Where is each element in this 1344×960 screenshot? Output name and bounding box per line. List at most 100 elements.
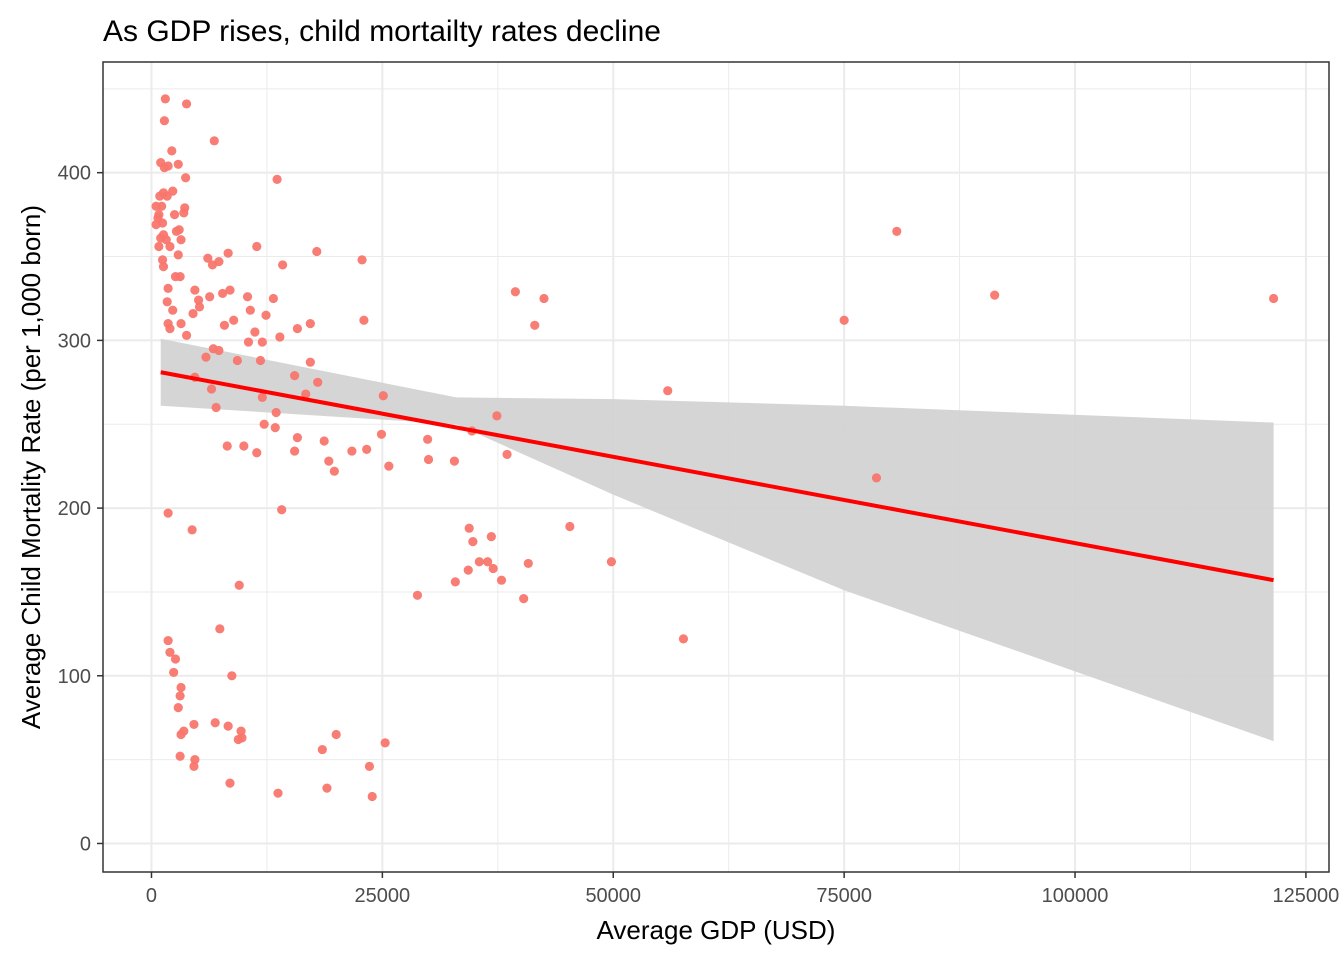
data-point bbox=[173, 250, 183, 260]
data-point bbox=[270, 422, 280, 433]
data-point bbox=[173, 703, 183, 713]
data-point bbox=[165, 324, 175, 334]
data-point bbox=[468, 537, 478, 547]
data-point bbox=[163, 508, 173, 518]
data-point bbox=[412, 590, 423, 600]
data-point bbox=[488, 563, 498, 574]
data-point bbox=[362, 444, 372, 454]
data-point bbox=[324, 456, 334, 466]
data-point bbox=[214, 345, 224, 356]
data-point bbox=[990, 290, 1000, 300]
data-point bbox=[225, 285, 235, 295]
data-point bbox=[322, 783, 332, 793]
y-tick-label: 0 bbox=[80, 833, 91, 855]
data-point bbox=[223, 721, 233, 731]
data-point bbox=[530, 320, 540, 330]
data-point bbox=[201, 352, 211, 362]
data-point bbox=[189, 719, 199, 730]
data-point bbox=[210, 718, 220, 728]
data-point bbox=[194, 302, 205, 312]
data-point bbox=[176, 682, 186, 693]
data-point bbox=[171, 226, 182, 236]
data-point bbox=[169, 210, 180, 220]
data-point bbox=[292, 433, 303, 443]
data-point bbox=[257, 337, 267, 347]
data-point bbox=[305, 357, 315, 367]
data-point bbox=[449, 456, 460, 466]
data-point bbox=[257, 392, 267, 403]
data-point bbox=[168, 305, 178, 315]
x-axis-ticks: 0 25000 50000 75000 100000 125000 bbox=[146, 872, 1339, 907]
data-point bbox=[301, 389, 311, 399]
data-point bbox=[176, 319, 186, 329]
y-axis-title: Average Child Mortality Rate (per 1,000 … bbox=[16, 205, 46, 729]
data-point bbox=[151, 220, 161, 230]
data-point bbox=[190, 755, 200, 765]
data-point bbox=[245, 305, 255, 315]
data-point bbox=[170, 654, 181, 664]
x-tick-label: 50000 bbox=[585, 885, 641, 907]
data-point bbox=[206, 384, 217, 394]
data-point bbox=[229, 315, 239, 325]
data-point bbox=[252, 448, 262, 458]
data-point bbox=[181, 99, 192, 109]
data-point bbox=[175, 272, 185, 282]
data-point bbox=[219, 320, 230, 330]
data-point bbox=[376, 429, 387, 439]
data-point bbox=[486, 531, 496, 542]
x-tick-label: 125000 bbox=[1273, 885, 1340, 907]
data-point bbox=[214, 256, 224, 267]
data-point bbox=[223, 248, 233, 258]
data-point bbox=[319, 436, 329, 446]
data-point bbox=[236, 726, 246, 736]
data-point bbox=[162, 297, 172, 307]
data-point bbox=[233, 734, 243, 745]
y-tick-label: 400 bbox=[58, 163, 91, 185]
data-point bbox=[209, 136, 219, 146]
data-point bbox=[871, 473, 882, 483]
data-point bbox=[163, 283, 173, 293]
data-point bbox=[175, 691, 185, 701]
confidence-band bbox=[160, 338, 1274, 742]
data-point bbox=[474, 557, 484, 567]
data-point bbox=[205, 292, 215, 302]
x-tick-label: 75000 bbox=[816, 885, 872, 907]
data-point bbox=[211, 402, 221, 413]
data-point bbox=[278, 260, 288, 270]
data-point bbox=[510, 287, 520, 297]
data-point bbox=[179, 208, 189, 218]
data-point bbox=[347, 446, 357, 456]
data-point bbox=[168, 186, 178, 196]
data-point bbox=[193, 295, 204, 305]
data-point bbox=[154, 241, 164, 252]
data-point bbox=[189, 761, 199, 771]
data-point bbox=[234, 580, 244, 590]
y-tick-label: 200 bbox=[58, 498, 91, 520]
data-point bbox=[261, 310, 271, 320]
panel-border bbox=[102, 61, 1330, 873]
data-point bbox=[222, 441, 232, 451]
data-point bbox=[232, 355, 242, 366]
data-point bbox=[317, 744, 327, 755]
data-point bbox=[158, 261, 169, 272]
data-point bbox=[215, 624, 225, 634]
data-point bbox=[523, 558, 533, 569]
data-point bbox=[483, 557, 493, 567]
y-tick-label: 300 bbox=[58, 330, 91, 352]
data-point bbox=[181, 330, 192, 340]
data-point bbox=[187, 525, 197, 535]
data-point bbox=[290, 371, 300, 381]
data-point bbox=[364, 761, 375, 771]
data-point bbox=[275, 332, 285, 342]
data-point bbox=[606, 557, 617, 567]
data-point bbox=[243, 337, 254, 347]
data-point bbox=[188, 308, 198, 319]
data-point bbox=[157, 255, 168, 265]
data-point bbox=[663, 386, 673, 396]
data-point bbox=[227, 671, 237, 681]
data-point bbox=[292, 324, 303, 334]
data-point bbox=[839, 315, 849, 325]
data-point bbox=[159, 163, 170, 173]
data-point bbox=[163, 635, 173, 646]
